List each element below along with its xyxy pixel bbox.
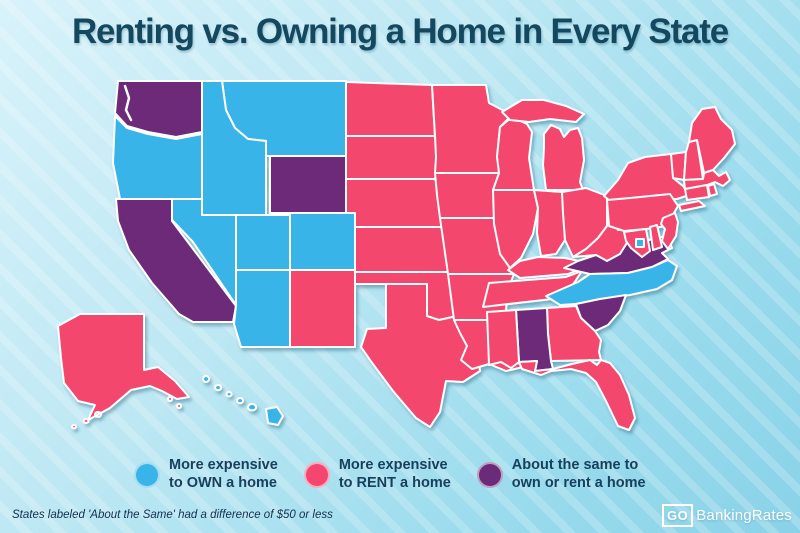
rent-label: More expensive to RENT a home	[339, 457, 451, 492]
logo-brand-text: BankingRates	[696, 507, 792, 524]
rent-label-line1: More expensive	[338, 457, 448, 473]
state-alaska	[57, 313, 190, 430]
state-connecticut	[684, 184, 710, 201]
state-indiana	[533, 189, 566, 257]
state-wisconsin	[492, 116, 535, 191]
puget-sound-detail	[123, 84, 133, 122]
rent-color-dot	[303, 461, 330, 488]
same-color-dot	[476, 461, 503, 488]
legend-item-rent: More expensive to RENT a home	[303, 457, 451, 492]
state-maine	[688, 106, 736, 174]
state-washington	[114, 80, 203, 138]
state-new-mexico	[289, 269, 356, 348]
state-florida	[518, 359, 636, 431]
legend-item-own: More expensive to OWN a home	[134, 457, 278, 492]
own-color-dot	[134, 461, 160, 488]
legend-item-same: About the same to own or rent a home	[476, 457, 646, 492]
state-south-dakota	[345, 135, 440, 180]
us-choropleth-map	[30, 68, 770, 453]
state-nebraska	[345, 178, 449, 228]
state-texas	[360, 283, 481, 428]
state-michigan	[501, 99, 585, 191]
logo-go-box: GO	[661, 504, 694, 527]
own-label-line2: to OWN a home	[169, 474, 277, 491]
state-wyoming	[269, 155, 347, 214]
own-label-line1: More expensive	[169, 457, 278, 473]
state-mississippi	[486, 309, 520, 369]
page-title: Renting vs. Owning a Home in Every State	[71, 12, 729, 51]
own-label: More expensive to OWN a home	[169, 457, 278, 492]
state-hawaii	[202, 375, 284, 426]
state-new-jersey	[660, 212, 679, 250]
state-kansas	[354, 226, 453, 273]
rent-label-line2: to RENT a home	[338, 474, 451, 491]
state-delaware	[649, 224, 663, 251]
state-north-dakota	[345, 81, 436, 137]
state-rhode-island	[707, 183, 718, 197]
state-arizona	[233, 269, 291, 348]
gobankingrates-logo: GO BankingRates	[661, 504, 792, 527]
state-colorado	[289, 212, 356, 271]
us-map-svg	[57, 80, 736, 431]
same-label-line1: About the same to	[511, 457, 639, 473]
same-label: About the same to own or rent a home	[512, 457, 646, 492]
state-utah	[235, 214, 291, 271]
state-california	[115, 198, 237, 323]
footnote: States labeled 'About the Same' had a di…	[12, 509, 333, 521]
state-washington-dc	[635, 238, 645, 248]
legend: More expensive to OWN a home More expens…	[134, 457, 646, 492]
same-label-line2: own or rent a home	[511, 474, 646, 491]
